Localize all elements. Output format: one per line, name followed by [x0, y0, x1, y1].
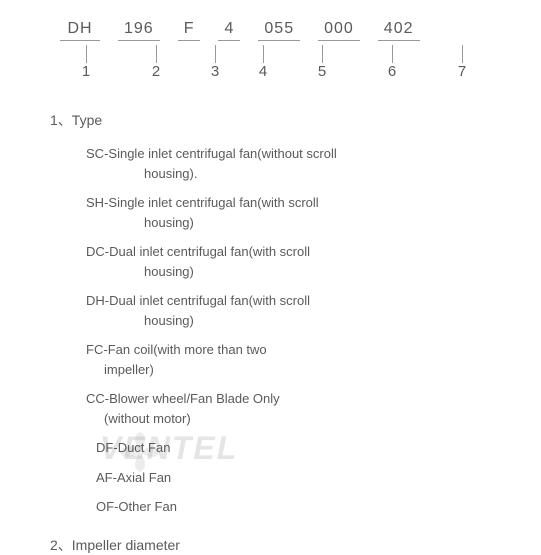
section-2-number: 2、: [50, 537, 72, 553]
type-code: AF: [96, 470, 113, 485]
type-item-dh: DH-Dual inlet centrifugal fan(with scrol…: [86, 291, 511, 330]
code-seg-6: 000: [318, 20, 360, 41]
type-desc: Axial Fan: [117, 470, 171, 485]
code-seg-2: 196: [118, 20, 160, 41]
type-desc: Duct Fan: [118, 440, 171, 455]
vline-1: [86, 45, 87, 63]
type-item-of: OF-Other Fan: [96, 497, 511, 517]
type-desc: Other Fan: [118, 499, 177, 514]
type-cont: housing).: [144, 164, 511, 184]
idx-1: 1: [60, 63, 112, 80]
type-item-dc: DC-Dual inlet centrifugal fan(with scrol…: [86, 242, 511, 281]
type-code: DC: [86, 244, 105, 259]
type-item-sh: SH-Single inlet centrifugal fan(with scr…: [86, 193, 511, 232]
type-code: OF: [96, 499, 114, 514]
code-seg-5: 055: [258, 20, 300, 41]
idx-6: 6: [366, 63, 418, 80]
index-row: 1 2 3 4 5 6 7: [30, 63, 511, 80]
type-cont: (without motor): [104, 409, 511, 429]
idx-4: 4: [248, 63, 278, 80]
type-code: SC: [86, 146, 104, 161]
code-seg-3: F: [178, 20, 201, 41]
part-code-row: DH 196 F 4 055 000 402: [30, 20, 511, 41]
type-desc: Single inlet centrifugal fan(with scroll: [108, 195, 318, 210]
idx-5: 5: [296, 63, 348, 80]
type-item-af: AF-Axial Fan: [96, 468, 511, 488]
type-cont: housing): [144, 213, 511, 233]
type-item-sc: SC-Single inlet centrifugal fan(without …: [86, 144, 511, 183]
type-code: DF: [96, 440, 113, 455]
connector-row: [30, 45, 511, 63]
type-desc: Dual inlet centrifugal fan(with scroll: [109, 244, 310, 259]
type-code: CC: [86, 391, 105, 406]
type-desc: Blower wheel/Fan Blade Only: [109, 391, 280, 406]
type-cont: housing): [144, 311, 511, 331]
section-2-label: Impeller diameter: [72, 537, 180, 553]
code-seg-7: 402: [378, 20, 420, 41]
type-desc: Single inlet centrifugal fan(without scr…: [108, 146, 336, 161]
type-code: DH: [86, 293, 105, 308]
code-seg-1: DH: [60, 20, 100, 41]
idx-2: 2: [130, 63, 182, 80]
vline-2: [156, 45, 157, 63]
type-code: SH: [86, 195, 104, 210]
section-1-number: 1、: [50, 112, 72, 128]
type-code: FC: [86, 342, 103, 357]
vline-3: [215, 45, 216, 63]
section-1-title: 1、Type: [50, 110, 511, 130]
type-item-df: DF-Duct Fan: [96, 438, 511, 458]
type-list: SC-Single inlet centrifugal fan(without …: [86, 144, 511, 517]
type-desc: Fan coil(with more than two: [108, 342, 267, 357]
section-2-title: 2、Impeller diameter: [50, 535, 511, 555]
type-cont: impeller): [104, 360, 511, 380]
type-item-fc: FC-Fan coil(with more than two impeller): [86, 340, 511, 379]
vline-6: [392, 45, 393, 63]
vline-4: [263, 45, 264, 63]
vline-5: [322, 45, 323, 63]
idx-3: 3: [200, 63, 230, 80]
idx-7: 7: [436, 63, 488, 80]
vline-7: [462, 45, 463, 63]
type-item-cc: CC-Blower wheel/Fan Blade Only (without …: [86, 389, 511, 428]
code-seg-4: 4: [218, 20, 240, 41]
type-desc: Dual inlet centrifugal fan(with scroll: [109, 293, 310, 308]
section-1-label: Type: [72, 112, 102, 128]
type-cont: housing): [144, 262, 511, 282]
